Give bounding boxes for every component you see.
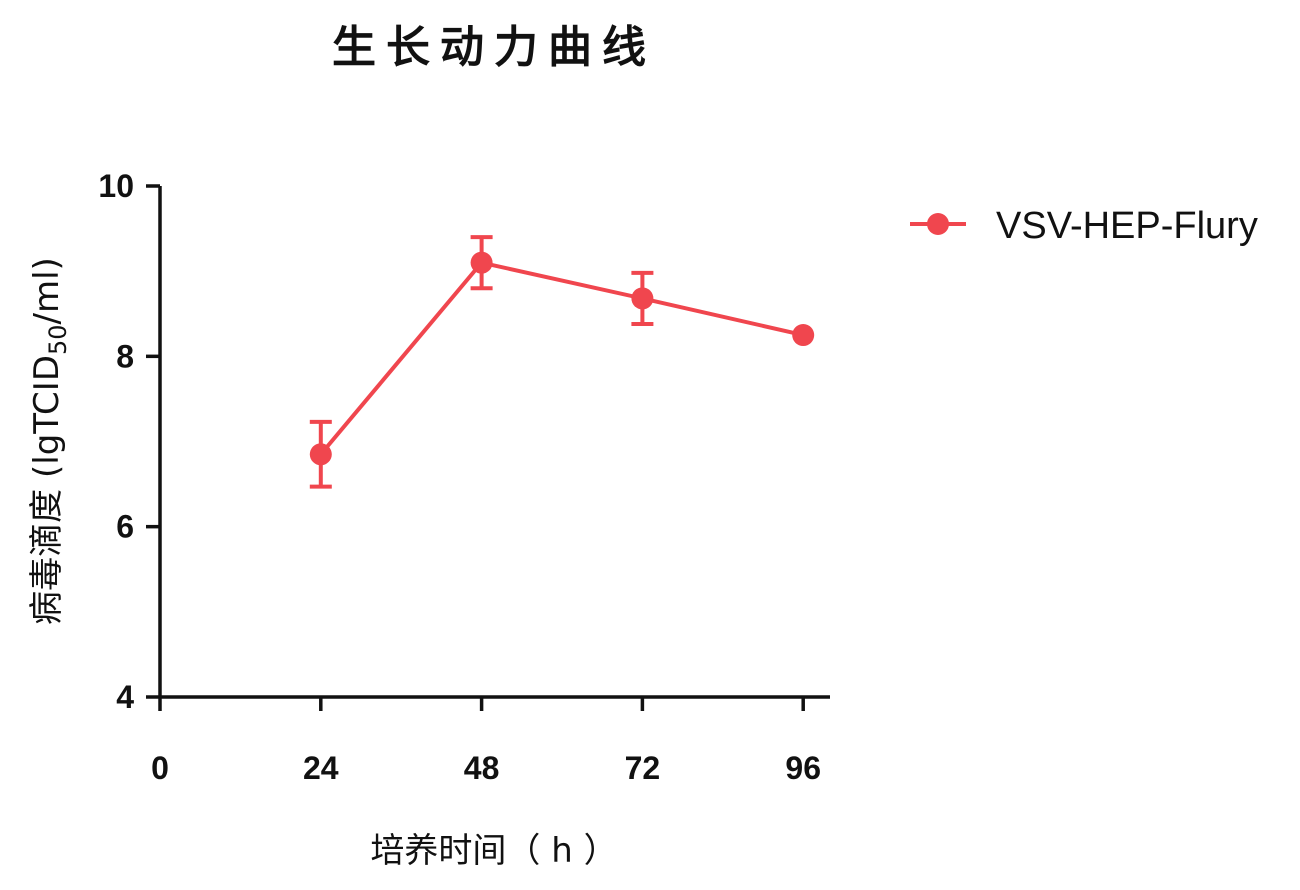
y-tick-label: 10 [98, 168, 134, 204]
legend: VSV-HEP-Flury [910, 205, 1258, 247]
legend-label: VSV-HEP-Flury [996, 205, 1258, 247]
x-tick-label: 0 [151, 750, 169, 786]
chart-title: 生长动力曲线 [332, 22, 656, 73]
y-tick-label: 8 [116, 338, 134, 374]
y-axis-label-subscript: 50 [44, 324, 72, 355]
series-layer [309, 235, 815, 489]
legend-marker [927, 213, 949, 235]
x-tick-label: 48 [464, 750, 500, 786]
series-line [319, 260, 804, 456]
y-axis-label-main: 病毒滴度 (lgTCID [27, 355, 67, 625]
x-tick-label: 96 [785, 750, 821, 786]
data-point [792, 324, 815, 347]
y-tick-label: 6 [116, 509, 134, 545]
data-point [470, 251, 493, 274]
x-tick-label: 72 [625, 750, 661, 786]
data-point [309, 443, 332, 466]
y-axis-label-suffix: /ml) [27, 257, 67, 324]
y-axis-label: 病毒滴度 (lgTCID50/ml) [27, 257, 72, 625]
y-tick-label: 4 [116, 679, 134, 715]
x-axis-label: 培养时间（ h ） [370, 831, 617, 871]
x-tick-label: 24 [303, 750, 339, 786]
tick-labels: 4 6 8 10 0 24 48 72 96 [98, 168, 821, 786]
y-axis-label-group: 病毒滴度 (lgTCID50/ml) [27, 257, 72, 625]
axes [146, 184, 830, 711]
data-point [631, 287, 654, 310]
